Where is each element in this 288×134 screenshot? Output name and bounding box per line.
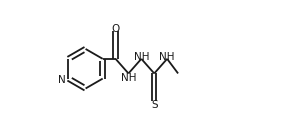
Text: NH: NH (159, 52, 175, 62)
Text: N: N (58, 75, 65, 85)
Text: NH: NH (134, 52, 149, 62)
Text: NH: NH (121, 72, 136, 83)
Text: S: S (151, 100, 158, 110)
Text: O: O (111, 24, 120, 34)
